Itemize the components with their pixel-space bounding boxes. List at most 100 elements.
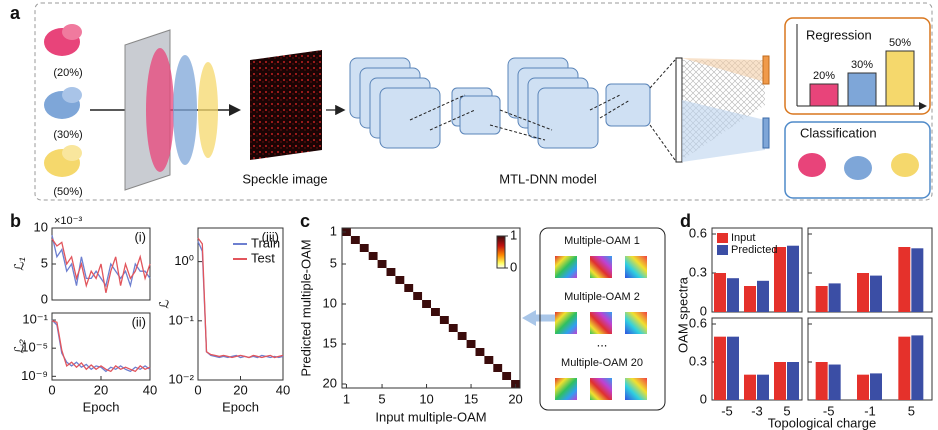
x-axis-label: Input multiple-OAM — [375, 409, 486, 424]
heat-cell — [395, 332, 404, 340]
heat-cell — [431, 300, 440, 308]
heat-cell — [458, 324, 467, 332]
heat-cell — [395, 316, 404, 324]
heat-cell — [458, 244, 467, 252]
heat-cell — [404, 340, 413, 348]
legend-label: Train — [251, 235, 280, 250]
heat-cell — [484, 276, 493, 284]
heat-cell — [404, 236, 413, 244]
heat-cell — [476, 332, 485, 340]
x-axis-label: Epoch — [83, 399, 120, 414]
heat-cell — [440, 260, 449, 268]
heat-cell — [369, 324, 378, 332]
heat-cell — [502, 332, 511, 340]
x-tick-label: 40 — [276, 382, 290, 397]
heat-cell — [511, 292, 520, 300]
x-tick-label: 5 — [378, 391, 385, 406]
heat-cell — [369, 292, 378, 300]
heat-cell — [395, 228, 404, 236]
heat-cell — [476, 324, 485, 332]
heat-cell — [387, 364, 396, 372]
heat-cell — [360, 236, 369, 244]
panel-sublabel: (i) — [134, 229, 146, 244]
heat-cell — [476, 372, 485, 380]
y-tick-label: 10 — [34, 219, 48, 234]
heat-cell — [413, 324, 422, 332]
heat-cell — [369, 260, 378, 268]
heat-cell — [395, 348, 404, 356]
heat-cell — [404, 276, 413, 284]
bar — [714, 273, 726, 312]
bar — [870, 276, 882, 312]
heat-cell — [342, 268, 351, 276]
y-axis-label: Predicted multiple-OAM — [298, 239, 313, 376]
heat-cell — [387, 348, 396, 356]
heat-cell — [476, 348, 485, 356]
heat-cell — [360, 332, 369, 340]
heat-cell — [458, 316, 467, 324]
heat-cell — [360, 284, 369, 292]
y-axis-label: ℒ₁ — [11, 257, 26, 270]
heat-cell — [413, 260, 422, 268]
heat-cell — [387, 260, 396, 268]
x-tick-label: 20 — [233, 382, 247, 397]
bar — [774, 247, 786, 312]
x-tick-label: 20 — [94, 382, 108, 397]
heat-cell — [413, 372, 422, 380]
oam-item: ... — [597, 334, 608, 349]
bar — [787, 246, 799, 312]
y-tick-label: 0.3 — [689, 353, 707, 368]
heat-cell — [449, 348, 458, 356]
heat-cell — [440, 380, 449, 388]
heat-cell — [404, 348, 413, 356]
heat-cell — [351, 276, 360, 284]
heat-cell — [422, 252, 431, 260]
heat-cell — [413, 364, 422, 372]
heat-cell — [360, 348, 369, 356]
heat-cell — [351, 284, 360, 292]
heat-cell — [351, 308, 360, 316]
heat-cell — [511, 340, 520, 348]
heat-cell — [422, 276, 431, 284]
heat-cell — [493, 268, 502, 276]
y-tick-label: 0 — [700, 391, 707, 406]
heat-cell — [493, 364, 502, 372]
heat-cell — [369, 252, 378, 260]
heat-cell — [387, 300, 396, 308]
scale-note: ×10⁻³ — [54, 215, 82, 227]
y-tick-label: 10⁻⁹ — [21, 368, 48, 383]
heat-cell — [449, 244, 458, 252]
heat-cell — [342, 348, 351, 356]
heat-cell — [458, 308, 467, 316]
heat-cell — [395, 244, 404, 252]
heat-cell — [360, 340, 369, 348]
heat-cell — [449, 252, 458, 260]
heat-cell — [458, 260, 467, 268]
y-tick-label: 10 — [323, 295, 337, 310]
heat-cell — [467, 268, 476, 276]
heat-cell — [484, 244, 493, 252]
y-tick-label: 0.6 — [689, 225, 707, 240]
heat-cell — [431, 228, 440, 236]
heat-cell — [484, 340, 493, 348]
heat-cell — [404, 268, 413, 276]
heat-cell — [467, 276, 476, 284]
heat-cell — [395, 284, 404, 292]
heat-cell — [449, 372, 458, 380]
heat-cell — [369, 308, 378, 316]
heat-cell — [476, 276, 485, 284]
panel-label: a — [10, 3, 21, 23]
bar — [727, 278, 739, 312]
heat-cell — [449, 292, 458, 300]
heat-cell — [342, 236, 351, 244]
heat-cell — [467, 348, 476, 356]
heat-cell — [440, 244, 449, 252]
heat-cell — [502, 292, 511, 300]
heat-cell — [440, 268, 449, 276]
heat-cell — [422, 356, 431, 364]
heat-cell — [476, 380, 485, 388]
y-tick-label: 0 — [41, 291, 48, 306]
heat-cell — [431, 332, 440, 340]
heat-cell — [369, 332, 378, 340]
heat-cell — [351, 292, 360, 300]
